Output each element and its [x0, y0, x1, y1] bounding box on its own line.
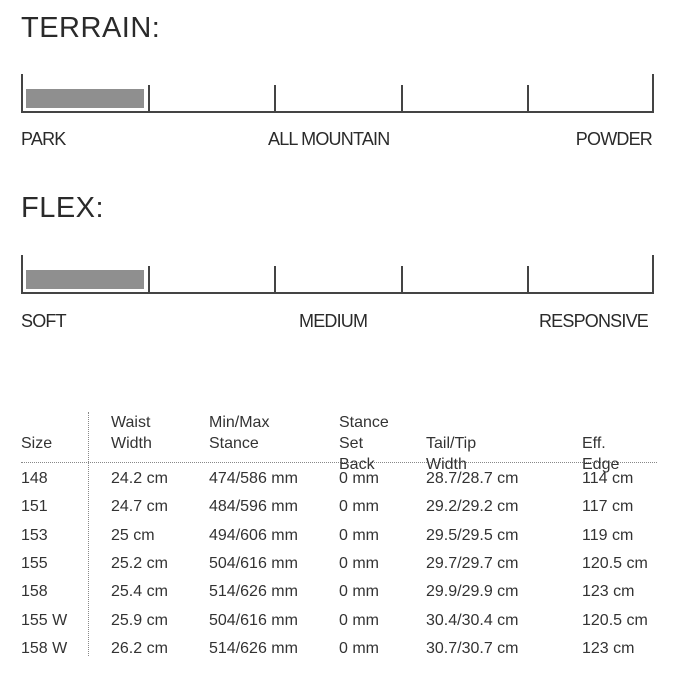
table-cell: 120.5 cm [582, 554, 648, 572]
table-header: Stance Set Back [339, 414, 389, 473]
table-cell: 158 [21, 583, 48, 601]
flex-label-responsive: RESPONSIVE [538, 311, 649, 331]
table-header: Eff. Edge [582, 435, 620, 473]
scale-tick [652, 74, 654, 113]
table-cell: 25.4 cm [111, 583, 168, 601]
table-cell: 514/626 mm [209, 583, 298, 601]
scale-tick [147, 266, 150, 294]
table-cell: 25 cm [111, 526, 155, 544]
table-cell: 28.7/28.7 cm [426, 470, 519, 487]
table-cell: 151 [21, 498, 48, 516]
scale-baseline [21, 292, 654, 294]
header-divider [21, 462, 657, 463]
table-cell: 29.7/29.7 cm [426, 554, 519, 572]
table-cell: 30.4/30.4 cm [426, 611, 519, 629]
table-cell: 0 mm [339, 498, 379, 516]
table-header: Size [21, 435, 53, 452]
scale-tick [400, 266, 403, 294]
table-cell: 0 mm [339, 526, 379, 544]
table-cell: 155 [21, 554, 48, 572]
scale-tick [400, 85, 403, 113]
table-cell: 504/616 mm [209, 611, 298, 629]
table-cell: 123 cm [582, 583, 635, 601]
table-header: Waist Width [111, 414, 152, 452]
table-cell: 504/616 mm [209, 554, 298, 572]
table-cell: 25.2 cm [111, 554, 168, 572]
table-cell: 474/586 mm [209, 470, 298, 487]
table-cell: 30.7/30.7 cm [426, 639, 519, 657]
table-cell: 29.2/29.2 cm [426, 498, 519, 516]
scale-tick [527, 85, 530, 113]
table-cell: 119 cm [582, 526, 634, 544]
table-cell: 148 [21, 470, 48, 487]
scale-tick [147, 85, 150, 113]
scale-level-fill [26, 270, 144, 289]
scale-baseline [21, 111, 654, 113]
table-cell: 514/626 mm [209, 639, 298, 657]
table-cell: 25.9 cm [111, 611, 168, 629]
scale-tick [527, 266, 530, 294]
table-cell: 0 mm [339, 611, 379, 629]
table-cell: 24.2 cm [111, 470, 168, 487]
table-cell: 494/606 mm [209, 526, 298, 544]
terrain-label-all-mountain: ALL MOUNTAIN [268, 129, 390, 149]
scale-tick [21, 74, 23, 113]
column-divider [88, 412, 89, 656]
terrain-scale [21, 74, 654, 113]
table-cell: 158 W [21, 639, 68, 657]
terrain-title: TERRAIN: [21, 12, 161, 44]
table-cell: 123 cm [582, 639, 635, 657]
table-cell: 29.5/29.5 cm [426, 526, 519, 544]
table-cell: 114 cm [582, 470, 634, 487]
table-cell: 155 W [21, 611, 68, 629]
scale-tick [21, 255, 23, 294]
table-cell: 0 mm [339, 639, 379, 657]
table-cell: 24.7 cm [111, 498, 168, 516]
table-cell: 117 cm [582, 498, 634, 516]
terrain-label-powder: POWDER [575, 129, 653, 149]
table-cell: 484/596 mm [209, 498, 298, 516]
scale-level-fill [26, 89, 144, 108]
flex-scale [21, 255, 654, 294]
table-header: Min/Max Stance [209, 414, 270, 452]
table-cell: 0 mm [339, 554, 379, 572]
table-cell: 26.2 cm [111, 639, 168, 657]
terrain-label-park: PARK [21, 129, 66, 149]
table-cell: 153 [21, 526, 48, 544]
flex-title: FLEX: [21, 192, 105, 224]
flex-label-medium: MEDIUM [299, 311, 368, 331]
table-header: Tail/Tip Width [426, 435, 477, 473]
flex-label-soft: SOFT [21, 311, 67, 331]
table-cell: 29.9/29.9 cm [426, 583, 519, 601]
table-cell: 0 mm [339, 583, 379, 601]
scale-tick [274, 266, 277, 294]
scale-tick [274, 85, 277, 113]
scale-tick [652, 255, 654, 294]
table-cell: 120.5 cm [582, 611, 648, 629]
table-cell: 0 mm [339, 470, 379, 487]
